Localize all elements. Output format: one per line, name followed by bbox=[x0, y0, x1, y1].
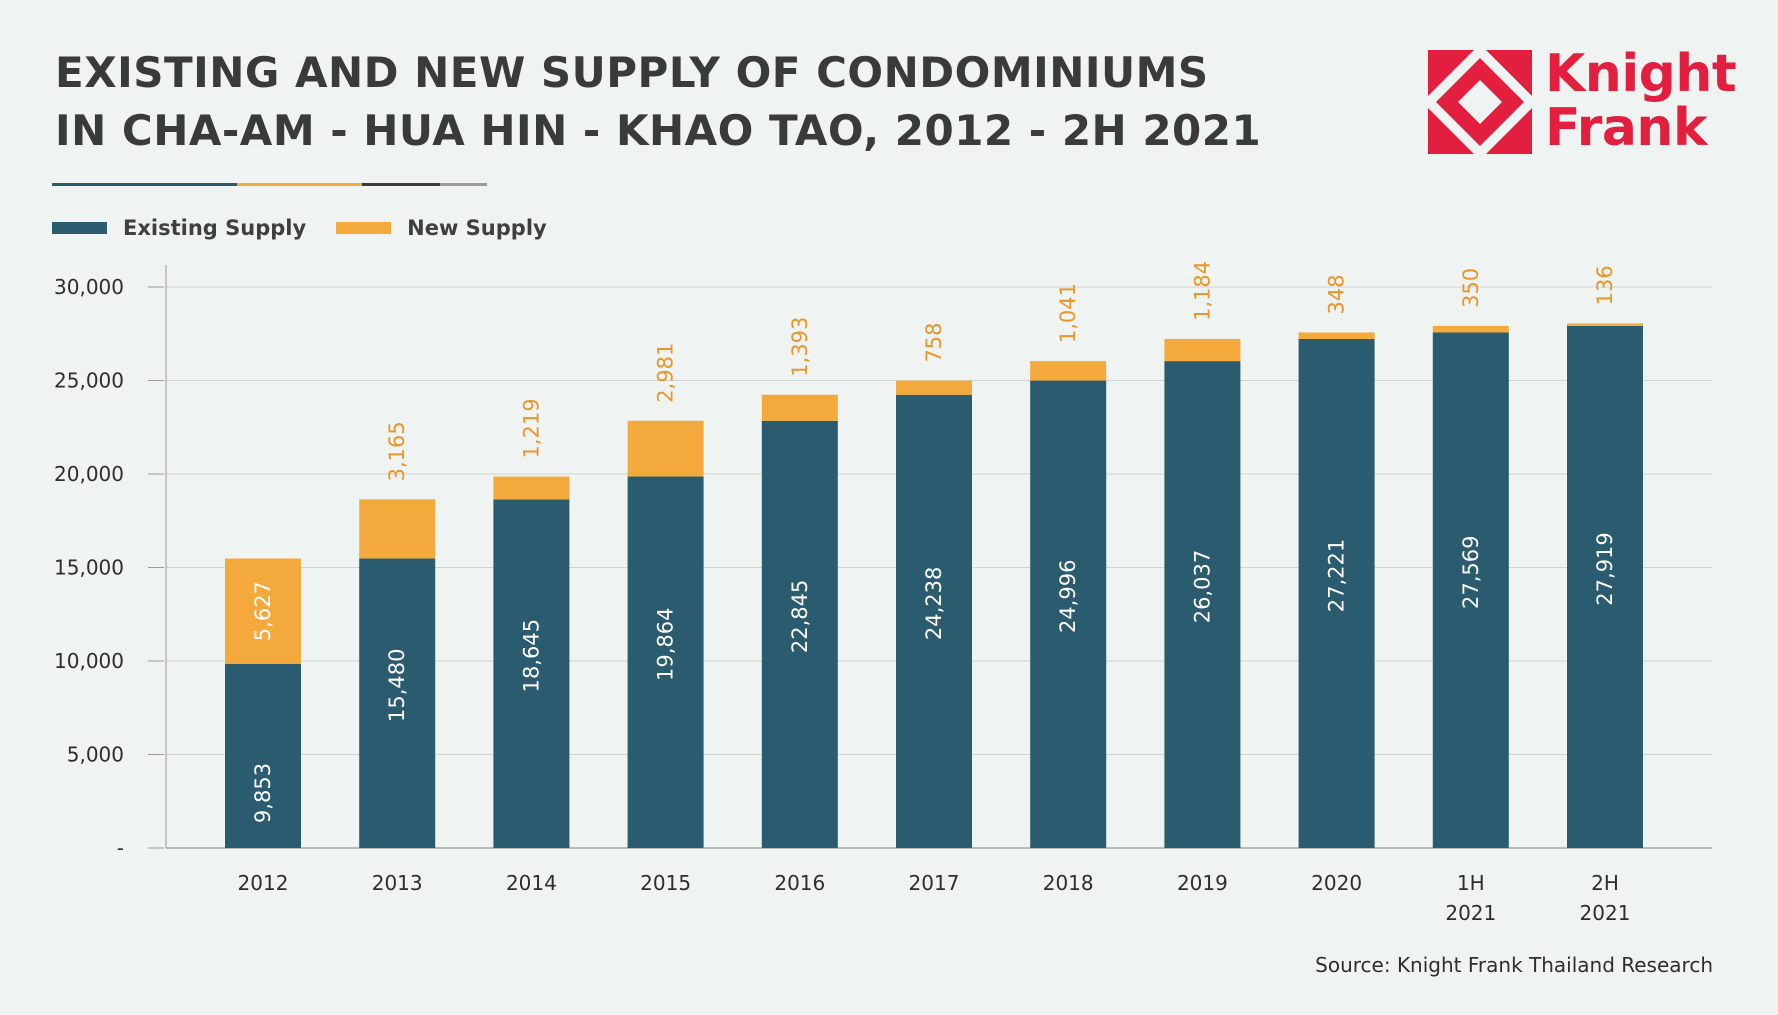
data-label-existing: 24,996 bbox=[1056, 560, 1080, 633]
bar-new-supply bbox=[359, 499, 435, 558]
data-label-new: 1,393 bbox=[788, 317, 812, 377]
x-tick-label: 2017 bbox=[909, 871, 960, 895]
data-label-existing: 27,569 bbox=[1459, 535, 1483, 608]
x-tick-label: 2019 bbox=[1177, 871, 1228, 895]
data-label-new: 350 bbox=[1459, 268, 1483, 308]
bar-new-supply bbox=[1030, 361, 1106, 380]
data-label-new: 3,165 bbox=[385, 421, 409, 481]
bar-new-supply bbox=[493, 477, 569, 500]
x-tick-label: 2013 bbox=[372, 871, 423, 895]
x-tick-label: 2015 bbox=[640, 871, 691, 895]
data-label-new: 348 bbox=[1325, 274, 1349, 314]
data-label-new: 1,184 bbox=[1190, 261, 1214, 321]
x-tick-label: 2021 bbox=[1580, 901, 1631, 925]
data-label-existing: 24,238 bbox=[922, 567, 946, 640]
bar-new-supply bbox=[1164, 339, 1240, 361]
data-label-existing: 18,645 bbox=[519, 619, 543, 692]
x-tick-label: 2020 bbox=[1311, 871, 1362, 895]
data-label-existing: 15,480 bbox=[385, 649, 409, 722]
y-tick-label: 25,000 bbox=[54, 369, 124, 393]
bar-new-supply bbox=[1299, 332, 1375, 339]
x-tick-label: 1H bbox=[1457, 871, 1485, 895]
y-tick-label: 20,000 bbox=[54, 462, 124, 486]
bar-new-supply bbox=[1433, 326, 1509, 333]
data-label-new: 758 bbox=[922, 322, 946, 362]
stacked-bar-chart: 9,853 5,627 15,480 3,165 18,645 1,219 19,864 2,… bbox=[0, 0, 1778, 1015]
x-tick-label: 2012 bbox=[238, 871, 289, 895]
data-label-existing: 9,853 bbox=[251, 763, 275, 823]
y-tick-label: 10,000 bbox=[54, 649, 124, 673]
data-label-new: 1,041 bbox=[1056, 283, 1080, 343]
x-tick-label: 2H bbox=[1591, 871, 1619, 895]
data-label-existing: 19,864 bbox=[654, 608, 678, 681]
data-label-new: 1,219 bbox=[519, 398, 543, 458]
y-tick-label: - bbox=[117, 836, 124, 860]
x-tick-label: 2021 bbox=[1445, 901, 1496, 925]
data-label-existing: 27,919 bbox=[1593, 532, 1617, 605]
data-label-new: 2,981 bbox=[654, 343, 678, 403]
bar-new-supply bbox=[1567, 323, 1643, 326]
y-tick-label: 15,000 bbox=[54, 556, 124, 580]
source-note: Source: Knight Frank Thailand Research bbox=[1315, 953, 1713, 977]
x-tick-label: 2018 bbox=[1043, 871, 1094, 895]
y-tick-label: 5,000 bbox=[67, 743, 124, 767]
x-tick-label: 2016 bbox=[774, 871, 825, 895]
y-tick-label: 30,000 bbox=[54, 275, 124, 299]
x-tick-label: 2014 bbox=[506, 871, 557, 895]
chart-page: EXISTING AND NEW SUPPLY OF CONDOMINIUMS … bbox=[0, 0, 1778, 1015]
data-label-new: 136 bbox=[1593, 265, 1617, 305]
bar-new-supply bbox=[762, 395, 838, 421]
data-label-existing: 27,221 bbox=[1325, 539, 1349, 612]
data-label-new: 5,627 bbox=[251, 581, 275, 641]
bar-new-supply bbox=[896, 381, 972, 395]
bar-new-supply bbox=[628, 421, 704, 477]
data-label-existing: 26,037 bbox=[1190, 550, 1214, 623]
data-label-existing: 22,845 bbox=[788, 580, 812, 653]
